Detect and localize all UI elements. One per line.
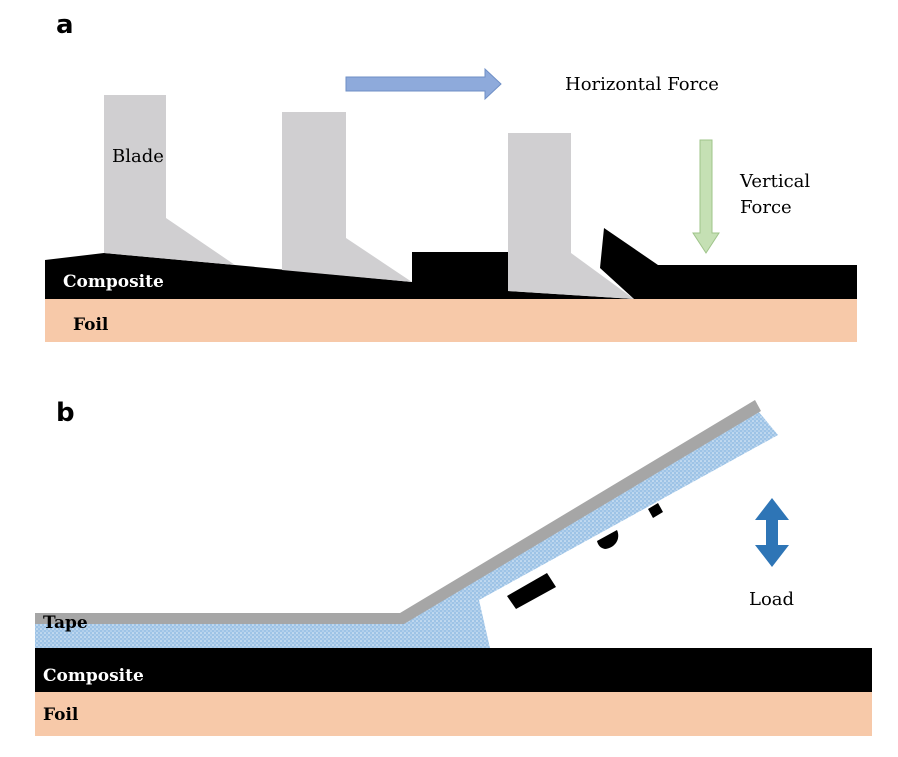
panel-b-foil-label: Foil (43, 705, 79, 725)
panel-b-foil-layer (35, 692, 872, 736)
composite-fragment-round (597, 530, 619, 549)
blade-3 (508, 133, 634, 299)
horizontal-force-label: Horizontal Force (565, 74, 719, 95)
panel-a-foil-label: Foil (73, 315, 109, 335)
panel-a-foil-layer (45, 299, 857, 342)
panel-b-letter: b (56, 398, 75, 428)
panel-a: a Horizontal Force Vertical Force Blade … (45, 10, 857, 342)
vertical-force-arrow (692, 139, 720, 254)
panel-a-composite-label: Composite (63, 272, 164, 292)
blade-2 (282, 112, 412, 282)
load-label: Load (749, 589, 794, 610)
load-arrow (755, 498, 789, 567)
panel-a-composite-layer (45, 228, 857, 299)
panel-b-composite-layer (35, 648, 872, 692)
panel-a-letter: a (56, 10, 74, 40)
horizontal-force-arrow (345, 67, 502, 101)
blade-1 (104, 95, 235, 265)
composite-fragment-large (507, 573, 556, 609)
vertical-force-label-line1: Vertical (739, 171, 810, 192)
vertical-force-label-line2: Force (740, 197, 792, 218)
adhesive-layer (35, 411, 778, 648)
composite-fragment-small (648, 503, 663, 518)
tape-label: Tape (43, 613, 88, 633)
blade-label: Blade (112, 146, 164, 167)
panel-b-composite-label: Composite (43, 666, 144, 686)
panel-b: b Load Tape Composite Foil (35, 398, 872, 736)
